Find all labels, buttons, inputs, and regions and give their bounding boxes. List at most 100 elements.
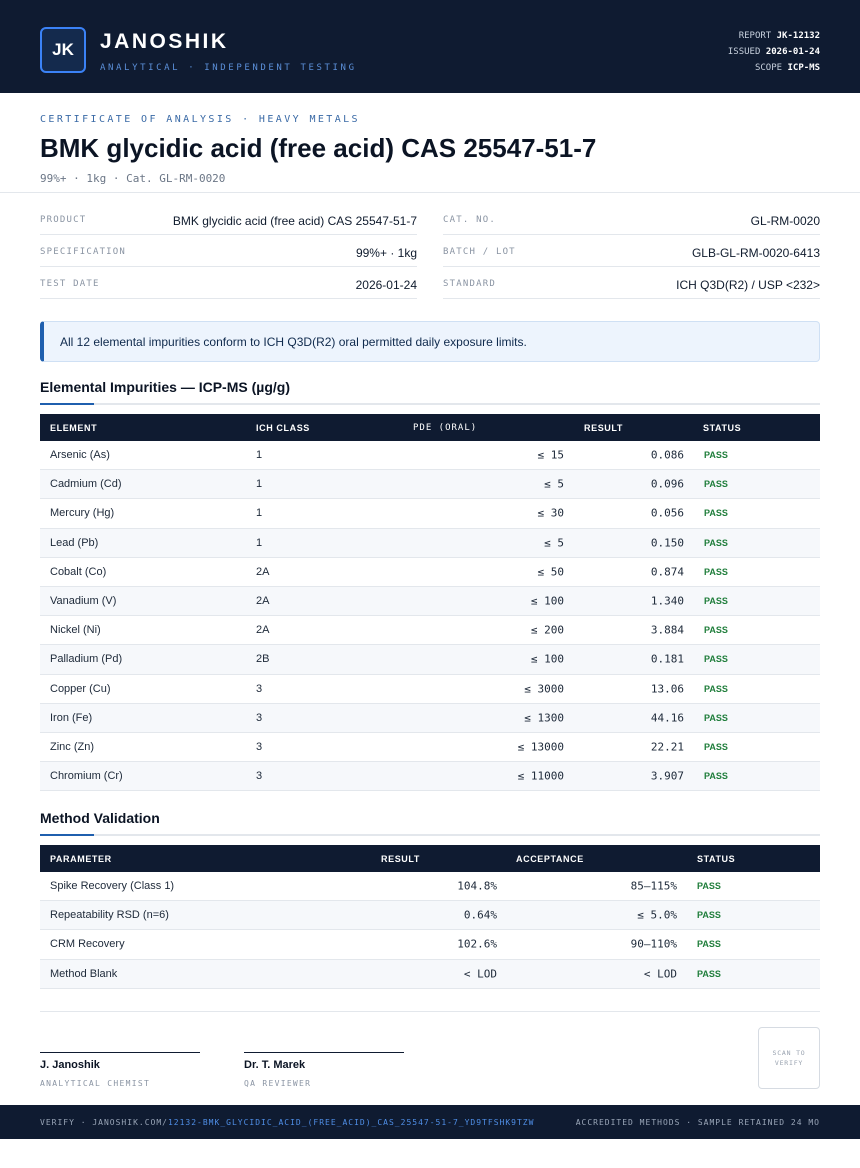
cell-result: < LOD	[463, 967, 497, 981]
cell-parameter: Spike Recovery (Class 1)	[50, 880, 175, 893]
cell-pde: ≤ 13000	[517, 740, 564, 754]
cell-element: Palladium (Pd)	[50, 653, 123, 666]
divider	[40, 1011, 820, 1012]
info-product: PRODUCT BMK glycidic acid (free acid) CA…	[40, 203, 417, 235]
col-ich-class: ICH CLASS	[256, 423, 310, 433]
info-label: STANDARD	[443, 279, 496, 289]
cell-element: Copper (Cu)	[50, 682, 111, 695]
cell-element: Arsenic (As)	[50, 449, 110, 462]
issued-label: ISSUED	[727, 47, 761, 57]
scope-value: ICP-MS	[787, 63, 820, 73]
status-badge: PASS	[704, 508, 728, 519]
table-row: CRM Recovery 102.6% 90–110% PASS	[40, 930, 820, 960]
cell-element: Vanadium (V)	[50, 595, 117, 608]
cell-result: 0.64%	[463, 908, 497, 922]
cell-acceptance: ≤ 5.0%	[637, 908, 677, 922]
status-badge: PASS	[704, 771, 728, 782]
col-result: RESULT	[584, 423, 623, 433]
impurities-section-title: Elemental Impurities — ICP-MS (µg/g)	[40, 379, 290, 395]
cell-pde: ≤ 11000	[517, 769, 564, 783]
cell-ich-class: 2A	[256, 565, 270, 578]
document-type: CERTIFICATE OF ANALYSIS · HEAVY METALS	[40, 114, 360, 125]
cell-ich-class: 3	[256, 711, 263, 724]
cell-ich-class: 3	[256, 770, 263, 783]
col-pde: PDE (ORAL)	[413, 423, 478, 433]
notice-text: All 12 elemental impurities conform to I…	[60, 335, 527, 349]
cell-pde: ≤ 100	[530, 652, 564, 666]
status-badge: PASS	[704, 742, 728, 753]
cell-element: Iron (Fe)	[50, 711, 93, 724]
cell-result: 1.340	[650, 594, 684, 608]
signature-block: Dr. T. Marek QA REVIEWER	[244, 1052, 404, 1088]
status-badge: PASS	[704, 712, 728, 723]
signatory-name: J. Janoshik	[40, 1059, 100, 1071]
info-standard: STANDARD ICH Q3D(R2) / USP <232>	[443, 267, 820, 299]
col-acceptance: ACCEPTANCE	[516, 854, 584, 864]
scope-label: SCOPE	[754, 63, 783, 73]
cell-result: 0.874	[650, 565, 684, 579]
validation-section-title: Method Validation	[40, 810, 160, 826]
info-value: BMK glycidic acid (free acid) CAS 25547-…	[172, 214, 417, 228]
table-row: Lead (Pb) 1 ≤ 5 0.150 PASS	[40, 528, 820, 558]
col-element: ELEMENT	[50, 423, 98, 433]
report-meta: REPORT JK-12132 ISSUED 2026-01-24 SCOPE …	[728, 28, 820, 76]
col-result: RESULT	[381, 854, 420, 864]
verify-link[interactable]: 12132-BMK_GLYCIDIC_ACID_(FREE_ACID)_CAS_…	[167, 1118, 535, 1127]
table-row: Zinc (Zn) 3 ≤ 13000 22.21 PASS	[40, 733, 820, 763]
status-badge: PASS	[704, 654, 728, 665]
signatory-role: ANALYTICAL CHEMIST	[40, 1079, 151, 1088]
cell-pde: ≤ 1300	[524, 711, 564, 725]
verify-qr-placeholder[interactable]: SCAN TO VERIFY	[758, 1027, 820, 1089]
status-badge: PASS	[704, 566, 728, 577]
info-value: 99%+ · 1kg	[355, 246, 417, 260]
report-id: JK-12132	[776, 31, 820, 41]
cell-result: 0.150	[650, 536, 684, 550]
cell-pde: ≤ 5	[544, 536, 564, 550]
status-badge: PASS	[697, 968, 721, 979]
cell-pde: ≤ 3000	[524, 682, 564, 696]
cell-result: 0.181	[650, 652, 684, 666]
cell-result: 22.21	[650, 740, 684, 754]
cell-result: 3.907	[650, 769, 684, 783]
report-footer: VERIFY · JANOSHIK.COM/12132-BMK_GLYCIDIC…	[0, 1105, 860, 1139]
info-label: BATCH / LOT	[443, 247, 516, 257]
info-value: GL-RM-0020	[750, 214, 820, 228]
cell-ich-class: 2A	[256, 624, 270, 637]
issued-line: ISSUED 2026-01-24	[728, 44, 820, 60]
info-label: CAT. NO.	[443, 215, 496, 225]
section-rule-accent	[40, 834, 94, 836]
cell-acceptance: 90–110%	[630, 937, 677, 951]
cell-result: 102.6%	[457, 937, 497, 951]
verify-prefix: VERIFY · JANOSHIK.COM/	[40, 1118, 168, 1127]
cell-ich-class: 1	[256, 478, 263, 491]
table-row: Repeatability RSD (n=6) 0.64% ≤ 5.0% PASS	[40, 901, 820, 931]
cell-parameter: CRM Recovery	[50, 938, 125, 951]
cell-result: 3.884	[650, 623, 684, 637]
col-parameter: PARAMETER	[50, 854, 112, 864]
info-label: PRODUCT	[40, 215, 87, 225]
col-status: STATUS	[703, 423, 742, 433]
cell-ich-class: 1	[256, 507, 263, 520]
cell-acceptance: 85–115%	[630, 879, 677, 893]
status-badge: PASS	[697, 910, 721, 921]
brand-name: JANOSHIK	[100, 30, 229, 53]
cell-pde: ≤ 5	[544, 477, 564, 491]
info-cat-no: CAT. NO. GL-RM-0020	[443, 203, 820, 235]
cell-ich-class: 1	[256, 536, 263, 549]
signatory-name: Dr. T. Marek	[244, 1059, 306, 1071]
table-row: Nickel (Ni) 2A ≤ 200 3.884 PASS	[40, 616, 820, 646]
info-test-date: TEST DATE 2026-01-24	[40, 267, 417, 299]
cell-result: 104.8%	[457, 879, 497, 893]
info-value: GLB-GL-RM-0020-6413	[691, 246, 820, 260]
cell-element: Chromium (Cr)	[50, 770, 123, 783]
scope-line: SCOPE ICP-MS	[728, 60, 820, 76]
table-row: Mercury (Hg) 1 ≤ 30 0.056 PASS	[40, 499, 820, 529]
section-rule	[40, 834, 820, 836]
report-label: REPORT	[738, 31, 772, 41]
cell-element: Cadmium (Cd)	[50, 478, 122, 491]
status-badge: PASS	[704, 683, 728, 694]
table-row: Spike Recovery (Class 1) 104.8% 85–115% PAS…	[40, 872, 820, 902]
qr-caption: SCAN TO VERIFY	[772, 1049, 806, 1067]
status-badge: PASS	[697, 881, 721, 892]
report-header: JK JANOSHIK ANALYTICAL · INDEPENDENT TES…	[0, 0, 860, 93]
